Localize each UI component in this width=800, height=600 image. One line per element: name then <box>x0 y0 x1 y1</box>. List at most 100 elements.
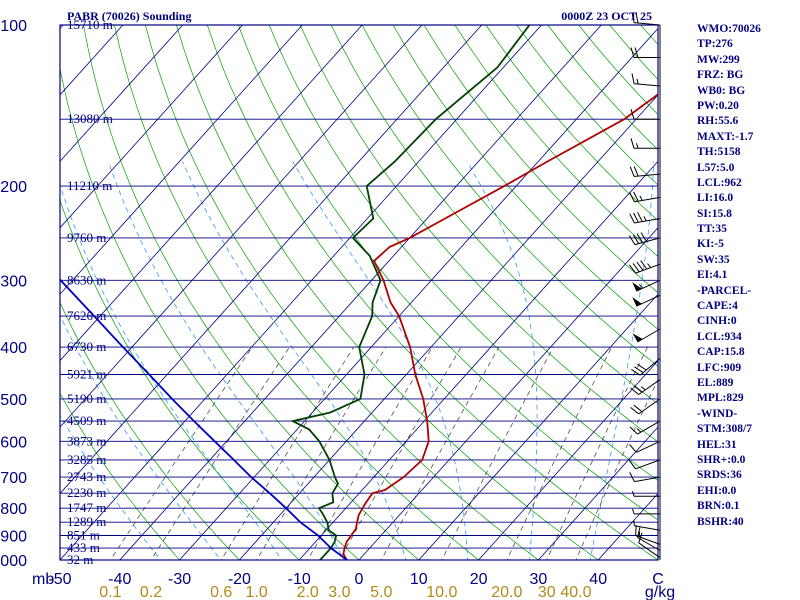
wind-barb-staff <box>639 358 661 376</box>
wind-barb <box>629 472 661 483</box>
wind-barb <box>633 520 661 531</box>
wind-barb-full <box>629 213 635 224</box>
pressure-tick-label: 800 <box>0 501 27 518</box>
pressure-tick-label: 900 <box>0 529 27 546</box>
mixing-ratio-line <box>307 346 433 560</box>
height-label: 4509 m <box>67 413 106 428</box>
wind-barb-full <box>628 235 636 245</box>
index-value: TT:35 <box>697 223 727 236</box>
index-value: MPL:829 <box>697 392 744 405</box>
index-value: KI:-5 <box>697 238 724 251</box>
mixing-ratio-line <box>220 346 355 560</box>
mixing-ratio-line <box>506 346 613 560</box>
height-label: 1289 m <box>67 514 106 529</box>
pressure-tick-label: 600 <box>0 434 27 451</box>
diagram-grid <box>0 25 658 571</box>
wind-barb <box>631 358 661 376</box>
temperature-tick-label: 0 <box>355 571 364 588</box>
height-label: 6730 m <box>67 339 106 354</box>
mixing-ratio-line <box>109 346 253 560</box>
mixing-ratio-label: 0.6 <box>210 584 232 600</box>
isotherm <box>60 25 303 295</box>
moist-adiabat <box>292 161 469 560</box>
wind-barb <box>632 491 660 497</box>
wind-barb <box>628 260 661 274</box>
chart-time: 0000Z 23 OCT 25 <box>561 9 652 23</box>
height-label: 2230 m <box>67 485 106 500</box>
index-value: -WIND- <box>697 407 738 420</box>
index-value: PW:0.20 <box>697 99 739 112</box>
moist-adiabat <box>107 161 344 560</box>
wind-barb-full <box>630 138 635 149</box>
wind-barb-full <box>629 444 637 453</box>
wind-barb-staff <box>638 542 661 559</box>
wind-barb-half <box>638 284 644 289</box>
wind-barb-half <box>643 216 647 222</box>
moist-adiabat <box>60 183 283 560</box>
isotherm <box>60 25 542 560</box>
moist-adiabat <box>60 414 161 560</box>
wind-barb-full <box>630 109 635 120</box>
index-value: CAP:15.8 <box>697 346 745 359</box>
index-value: L57:5.0 <box>697 161 735 174</box>
height-label: 2743 m <box>67 469 106 484</box>
index-value: TP:276 <box>697 38 733 51</box>
height-label: 5921 m <box>67 367 106 382</box>
wind-barb-flag <box>632 297 642 307</box>
isotherm <box>60 25 423 428</box>
wind-barb <box>632 508 660 515</box>
wind-barb <box>632 294 661 307</box>
mixing-ratio-label: 5.0 <box>370 584 392 600</box>
index-value: -PARCEL- <box>697 284 752 297</box>
wind-barb-half <box>632 508 635 515</box>
wind-barb <box>632 328 661 343</box>
temperature-tick-label: -50 <box>48 571 71 588</box>
height-label: 1747 m <box>67 500 106 515</box>
index-value: BRN:0.1 <box>697 500 740 513</box>
wind-barb-staff <box>634 83 661 87</box>
index-value: HEL:31 <box>697 438 737 451</box>
wind-barb-flag <box>632 282 642 292</box>
dry-adiabat <box>206 25 658 560</box>
isotherm <box>358 227 658 560</box>
dry-adiabat <box>60 301 240 560</box>
wind-barb-full <box>633 404 643 412</box>
wind-barb-staff <box>638 379 661 395</box>
wind-barb-full <box>637 212 643 222</box>
mixing-ratio-line <box>256 346 387 560</box>
index-value: WMO:70026 <box>697 23 761 35</box>
height-label: 9760 m <box>67 230 106 245</box>
isotherm <box>0 25 3 571</box>
wind-barb-full <box>630 387 640 395</box>
mixing-ratio-label: 20.0 <box>491 584 522 600</box>
pressure-tick-label: 700 <box>0 470 27 487</box>
wind-barb-staff <box>634 173 661 177</box>
moist-adiabat <box>182 161 407 560</box>
isotherm <box>119 25 602 560</box>
wind-barb <box>629 191 661 203</box>
wind-barb-full <box>632 263 640 273</box>
isotherm <box>478 360 658 560</box>
wind-barb-full <box>634 47 639 58</box>
isotherm <box>179 27 658 560</box>
index-value: EL:889 <box>697 376 734 389</box>
dry-adiabat <box>83 25 420 560</box>
mixing-ratio-line <box>441 346 554 560</box>
mixing-ratio-line <box>380 346 500 560</box>
wind-barb-full <box>630 47 635 58</box>
moist-adiabat <box>589 161 654 560</box>
wind-barb-full <box>628 264 636 274</box>
temperature-tick-label: -40 <box>108 571 131 588</box>
wind-barbs <box>628 12 661 560</box>
temperature-tick-label: -30 <box>168 571 191 588</box>
wind-barb-full <box>640 260 648 270</box>
wind-barb <box>630 138 660 149</box>
height-label: 5190 m <box>67 391 106 406</box>
index-value: LCL:934 <box>697 330 742 343</box>
wind-barb <box>635 525 661 545</box>
index-value: LCL:962 <box>697 176 742 189</box>
mixing-ratio-line <box>338 346 462 560</box>
wind-barb-staff <box>636 440 661 453</box>
axis-labels: 15710 m 13080 m 11210 m 9760 m 8630 m 7626 m 6… <box>0 17 675 600</box>
